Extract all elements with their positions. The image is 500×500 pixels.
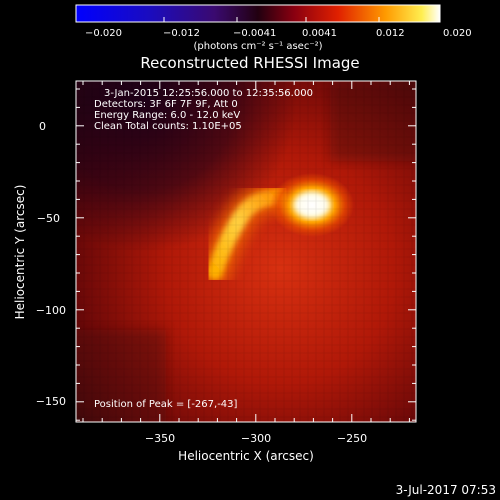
x-tick-label: −300 xyxy=(241,432,271,445)
detectors-text: Detectors: 3F 6F 7F 9F, Att 0 xyxy=(94,99,238,110)
x-axis-label: Heliocentric X (arcsec) xyxy=(178,449,314,463)
colorbar-ticks xyxy=(75,17,441,22)
colorbar-tick-label: 0.0041 xyxy=(302,28,337,39)
x-tick-label: −250 xyxy=(337,432,367,445)
image-title: Reconstructed RHESSI Image xyxy=(140,54,359,72)
colorbar-tick-label: −0.0041 xyxy=(233,28,276,39)
colorbar-tick-label: 0.012 xyxy=(376,28,405,39)
y-tick-label: −150 xyxy=(36,395,66,408)
peak-position-text: Position of Peak = [-267,-43] xyxy=(94,399,238,410)
colorbar-tick-label: −0.012 xyxy=(163,28,200,39)
generation-date: 3-Jul-2017 07:53 xyxy=(396,483,496,497)
algorithm-counts-text: Clean Total counts: 1.10E+05 xyxy=(94,121,242,132)
colorbar-tick-label: 0.020 xyxy=(443,28,472,39)
y-axis-label: Heliocentric Y (arcsec) xyxy=(13,185,27,320)
x-tick-label: −350 xyxy=(145,432,175,445)
energy-range-text: Energy Range: 6.0 - 12.0 keV xyxy=(94,110,240,121)
axis-ticks xyxy=(76,81,416,422)
xray-image xyxy=(76,81,416,422)
colorbar-tick-label: −0.020 xyxy=(85,28,122,39)
y-tick-label: −100 xyxy=(36,304,66,317)
colorbar xyxy=(75,4,441,23)
colorbar-units: (photons cm⁻² s⁻¹ asec⁻²) xyxy=(193,41,322,52)
y-tick-label: −50 xyxy=(37,212,60,225)
time-range-text: 3-Jan-2015 12:25:56.000 to 12:35:56.000 xyxy=(104,88,313,99)
plot-frame xyxy=(75,80,417,423)
y-tick-label: 0 xyxy=(39,120,46,133)
